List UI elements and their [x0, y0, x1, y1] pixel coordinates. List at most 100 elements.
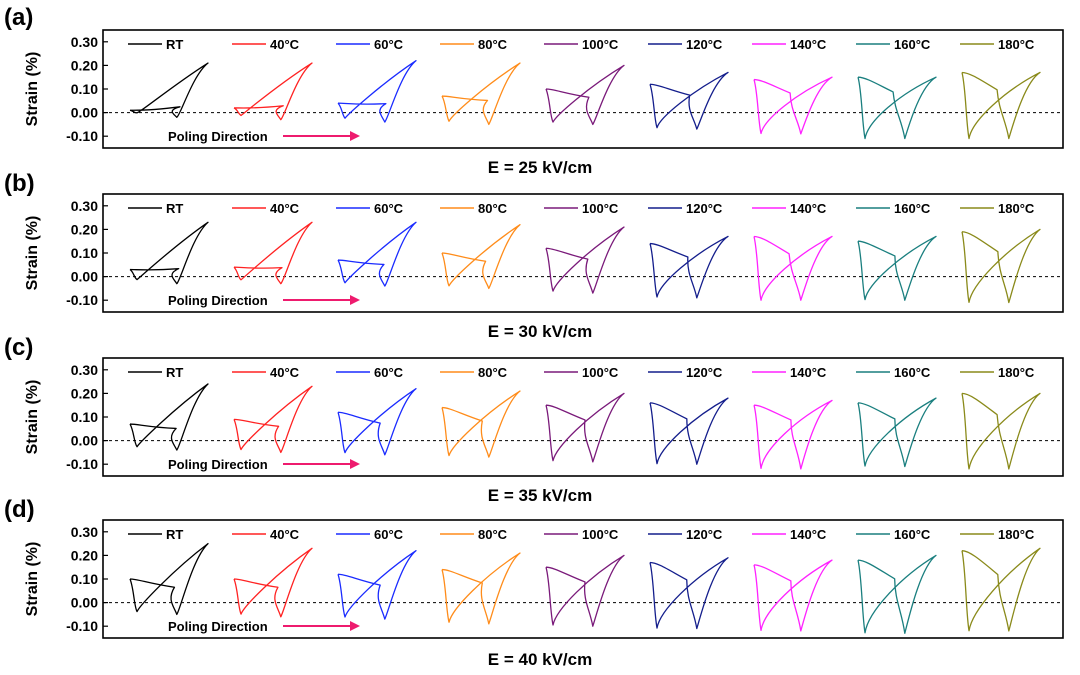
strain-loop-140c — [753, 235, 833, 301]
legend-label: 160°C — [894, 365, 931, 380]
y-tick-label: 0.00 — [71, 433, 98, 449]
legend-label: 120°C — [686, 37, 723, 52]
y-tick-label: 0.10 — [71, 245, 98, 261]
legend-label: 160°C — [894, 527, 931, 542]
strain-loop-60c — [337, 60, 417, 123]
legend-label: RT — [166, 365, 183, 380]
legend-label: 60°C — [374, 37, 404, 52]
y-tick-label: 0.20 — [71, 385, 98, 401]
poling-direction-label: Poling Direction — [168, 457, 268, 472]
panel-caption-d: E = 40 kV/cm — [487, 650, 593, 669]
strain-loop-40c — [233, 62, 313, 121]
strain-loop-120c — [649, 397, 729, 465]
y-tick-label: 0.00 — [71, 105, 98, 121]
panel-letter-a: (a) — [4, 4, 34, 31]
strain-loop-80c — [441, 390, 521, 458]
strain-loop-120c — [649, 235, 729, 299]
y-tick-label: 0.30 — [71, 524, 98, 540]
panel-caption-c: E = 35 kV/cm — [487, 486, 593, 505]
strain-loop-140c — [753, 76, 833, 135]
poling-direction-label: Poling Direction — [168, 129, 268, 144]
legend-label: 120°C — [686, 527, 723, 542]
legend-label: 120°C — [686, 201, 723, 216]
panel-caption-a: E = 25 kV/cm — [487, 158, 593, 177]
y-tick-label: 0.30 — [71, 362, 98, 378]
poling-arrow-head — [350, 621, 360, 631]
y-axis-label: Strain (%) — [24, 216, 41, 291]
legend-label: RT — [166, 201, 183, 216]
legend-label: 140°C — [790, 527, 827, 542]
y-axis-label: Strain (%) — [24, 380, 41, 455]
legend-label: 140°C — [790, 37, 827, 52]
legend-label: 140°C — [790, 365, 827, 380]
legend-label: 120°C — [686, 365, 723, 380]
y-tick-label: 0.10 — [71, 81, 98, 97]
strain-loop-180c — [961, 71, 1041, 140]
legend-label: 140°C — [790, 201, 827, 216]
legend-label: 60°C — [374, 201, 404, 216]
strain-loop-40c — [233, 547, 313, 618]
strain-loop-60c — [337, 221, 417, 287]
legend-label: 40°C — [270, 37, 300, 52]
legend-label: 60°C — [374, 527, 404, 542]
legend-label: 80°C — [478, 201, 508, 216]
legend-label: RT — [166, 527, 183, 542]
legend-label: 160°C — [894, 37, 931, 52]
poling-arrow-head — [350, 459, 360, 469]
strain-loop-140c — [753, 559, 833, 632]
strain-loop-140c — [753, 399, 833, 470]
legend-label: 80°C — [478, 365, 508, 380]
y-tick-label: 0.00 — [71, 269, 98, 285]
strain-loop-180c — [961, 547, 1041, 632]
strain-loop-80c — [441, 62, 521, 126]
strain-loop-160c — [857, 235, 937, 301]
y-axis-label: Strain (%) — [24, 542, 41, 617]
panel-letter-c: (c) — [4, 334, 34, 361]
strain-loop-rt — [129, 542, 209, 616]
y-axis-label: Strain (%) — [24, 52, 41, 127]
legend-label: 180°C — [998, 37, 1035, 52]
y-tick-label: -0.10 — [66, 456, 98, 472]
strain-loop-100c — [545, 392, 625, 463]
strain-loop-rt — [129, 221, 209, 285]
y-tick-label: -0.10 — [66, 292, 98, 308]
y-tick-label: 0.20 — [71, 57, 98, 73]
panel-letter-b: (b) — [4, 170, 35, 197]
strain-loop-rt — [129, 62, 209, 118]
strain-loop-160c — [857, 397, 937, 468]
strain-loop-120c — [649, 71, 729, 130]
strain-loop-100c — [545, 554, 625, 627]
y-tick-label: 0.30 — [71, 198, 98, 214]
legend-label: 160°C — [894, 201, 931, 216]
y-tick-label: 0.20 — [71, 547, 98, 563]
legend-label: 100°C — [582, 527, 619, 542]
legend-label: RT — [166, 37, 183, 52]
poling-arrow-head — [350, 131, 360, 141]
legend-label: 100°C — [582, 37, 619, 52]
legend-label: 40°C — [270, 365, 300, 380]
legend-label: 180°C — [998, 201, 1035, 216]
legend-label: 40°C — [270, 527, 300, 542]
y-tick-label: 0.10 — [71, 409, 98, 425]
strain-loop-120c — [649, 557, 729, 630]
strain-loop-40c — [233, 385, 313, 454]
y-tick-label: -0.10 — [66, 618, 98, 634]
legend-label: 80°C — [478, 527, 508, 542]
poling-arrow-head — [350, 295, 360, 305]
poling-direction-label: Poling Direction — [168, 619, 268, 634]
strain-loop-100c — [545, 64, 625, 126]
legend-label: 180°C — [998, 365, 1035, 380]
strain-loop-100c — [545, 226, 625, 294]
y-tick-label: 0.00 — [71, 595, 98, 611]
y-tick-label: 0.10 — [71, 571, 98, 587]
strain-loop-160c — [857, 76, 937, 140]
y-tick-label: -0.10 — [66, 128, 98, 144]
legend-label: 60°C — [374, 365, 404, 380]
poling-direction-label: Poling Direction — [168, 293, 268, 308]
strain-loop-180c — [961, 392, 1041, 470]
legend-label: 40°C — [270, 201, 300, 216]
legend-label: 100°C — [582, 365, 619, 380]
y-tick-label: 0.30 — [71, 34, 98, 50]
panel-caption-b: E = 30 kV/cm — [487, 322, 593, 341]
